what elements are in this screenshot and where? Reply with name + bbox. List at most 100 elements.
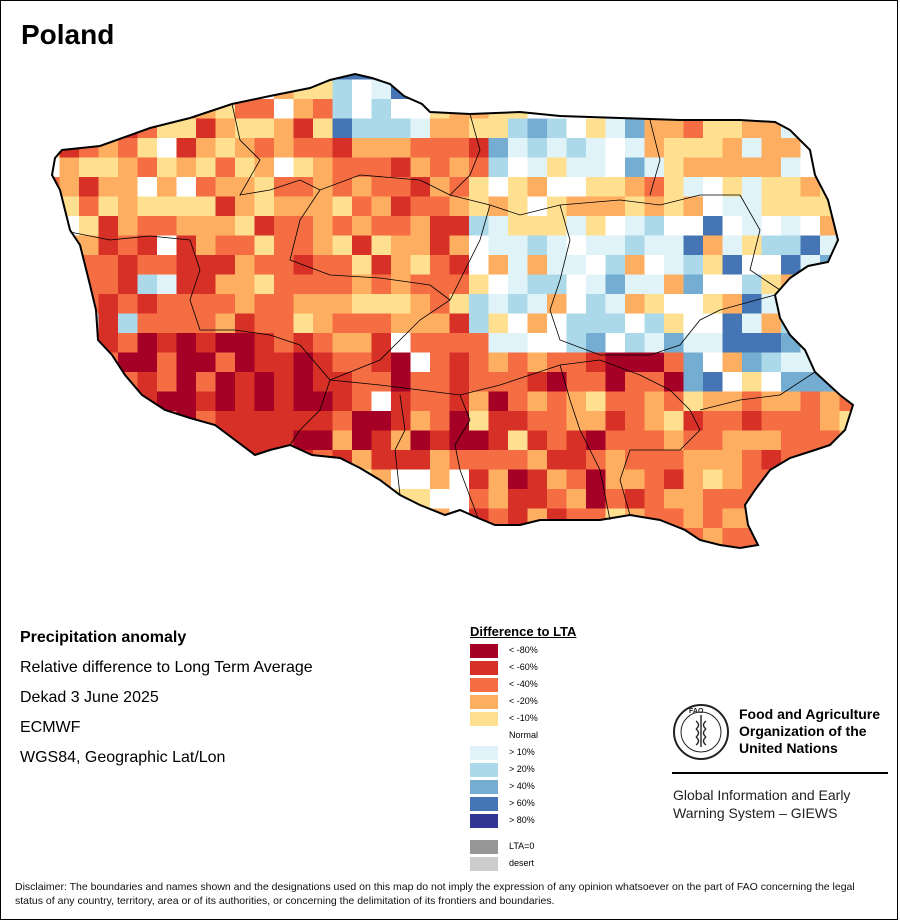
grid-cell [176, 118, 197, 139]
grid-cell [430, 157, 450, 178]
grid-cell [683, 216, 704, 236]
grid-cell [215, 196, 236, 217]
grid-cell [254, 235, 275, 256]
grid-cell [430, 411, 450, 431]
grid-cell [98, 255, 119, 275]
province-boundaries [69, 103, 816, 521]
grid-cell [176, 450, 197, 470]
grid-cell [488, 118, 509, 139]
grid-cell [508, 118, 528, 139]
grid-cell [352, 138, 372, 158]
grid-cell [215, 138, 236, 158]
grid-cell [547, 138, 567, 158]
grid-cell [98, 450, 119, 470]
grid-cell [488, 430, 509, 451]
grid-cell [137, 411, 158, 431]
grid-cell [605, 157, 626, 178]
grid-cell [820, 352, 840, 373]
grid-cell [313, 255, 333, 275]
grid-cell [605, 430, 626, 451]
grid-cell [839, 372, 853, 392]
grid-cell [313, 450, 333, 470]
grid-cell [449, 313, 470, 334]
grid-cell [800, 99, 821, 119]
grid-cell [800, 411, 821, 431]
grid-cell [274, 372, 294, 392]
grid-cell [683, 352, 704, 373]
grid-cell [664, 138, 684, 158]
grid-cell [664, 79, 684, 100]
grid-cell [644, 450, 665, 470]
grid-cell [644, 235, 665, 256]
grid-cell [742, 469, 762, 490]
grid-cell [98, 391, 119, 412]
poland-border [50, 72, 855, 550]
grid-cell [430, 177, 450, 197]
grid-cell [625, 391, 645, 412]
grid-cell [586, 313, 606, 334]
grid-cell [430, 489, 450, 509]
grid-cell [469, 469, 489, 490]
grid-cell [488, 294, 509, 314]
grid-cell [430, 294, 450, 314]
grid-cell [332, 235, 353, 256]
grid-cell [196, 489, 216, 509]
grid-cell [293, 74, 314, 80]
grid-cell [508, 547, 528, 548]
grid-cell [683, 430, 704, 451]
grid-cell [215, 528, 236, 548]
grid-cell [488, 177, 509, 197]
grid-cell [469, 313, 489, 334]
grid-cell [371, 411, 392, 431]
grid-cell [59, 508, 80, 529]
grid-cell [469, 196, 489, 217]
grid-cell [196, 508, 216, 529]
grid-cell [235, 547, 255, 548]
grid-cell [137, 138, 158, 158]
grid-cell [118, 157, 138, 178]
grid-cell [235, 157, 255, 178]
grid-cell [683, 196, 704, 217]
grid-cell [254, 138, 275, 158]
grid-cell [52, 177, 60, 197]
grid-cell [449, 177, 470, 197]
grid-cell [137, 216, 158, 236]
grid-cell [430, 274, 450, 295]
grid-cell [215, 313, 236, 334]
grid-cell [59, 469, 80, 490]
grid-cell [332, 196, 353, 217]
grid-cell [449, 157, 470, 178]
grid-cell [859, 197, 879, 217]
grid-cell [79, 74, 99, 80]
grid-cell [742, 274, 762, 295]
grid-cell [527, 352, 548, 373]
grid-cell [761, 177, 782, 197]
grid-cell [722, 430, 743, 451]
grid-cell [391, 528, 411, 548]
grid-cell [98, 489, 119, 509]
grid-cell [118, 313, 138, 334]
grid-cell [118, 528, 138, 548]
grid-cell [508, 430, 528, 451]
grid-cell [52, 196, 60, 217]
grid-cell [703, 391, 723, 412]
grid-cell [332, 411, 353, 431]
grid-cell [859, 138, 879, 158]
grid-cell [664, 352, 684, 373]
grid-cell [781, 450, 801, 470]
grid-cell [137, 79, 158, 100]
grid-cell [274, 333, 294, 353]
grid-cell [839, 138, 853, 158]
grid-cell [118, 196, 138, 217]
grid-cell [722, 118, 743, 139]
grid-cell [859, 353, 879, 373]
grid-cell [839, 294, 853, 314]
legend-swatch [470, 644, 498, 658]
grid-cell [332, 294, 353, 314]
grid-cell [157, 138, 177, 158]
grid-cell [293, 489, 314, 509]
grid-cell [586, 138, 606, 158]
grid-cell [605, 79, 626, 100]
grid-cell [98, 411, 119, 431]
